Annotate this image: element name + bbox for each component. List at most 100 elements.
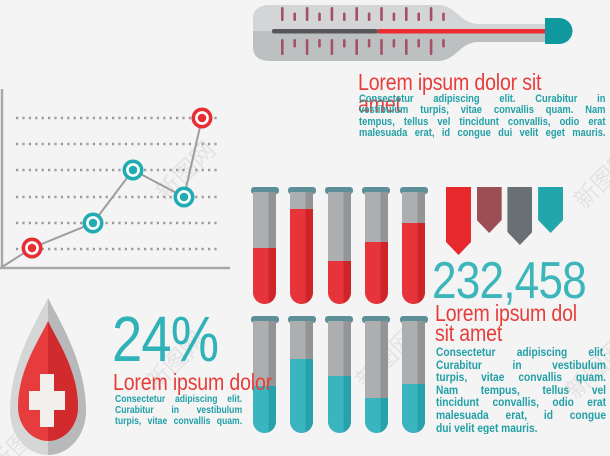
data-point [21,237,43,259]
thermometer-mercury-red [378,29,547,34]
tube-cap [399,316,428,323]
data-point-ring [86,216,100,230]
data-point [82,212,104,234]
scale-tick [281,7,284,21]
tube-liquid [364,398,388,433]
ribbon [538,187,563,233]
test-tube [287,187,316,305]
text-line: malesuada erat, id congue dui velit eget… [359,128,606,140]
text-line: Curabitur in vestibulum [115,405,243,416]
scale-tick [343,39,346,48]
stat-value-percent: 24% [112,303,219,375]
data-point-ring [25,241,39,255]
tube-glass [253,321,276,433]
section-title-top: Lorem ipsum dolor sit amet [358,69,542,117]
test-tube [399,316,428,434]
scale-tick [442,39,445,48]
tube-glass [364,192,388,304]
scale-tick [330,39,334,55]
tube-liquid [364,242,388,304]
stat-right-title: Lorem ipsum dol sit amet [435,300,577,346]
ribbon-markers [446,187,576,262]
text-line: tempus, tellus vel tincidunt convallis, … [359,116,606,128]
scale-tick [305,7,309,21]
drop-inner-right [48,321,78,441]
tube-cap [362,187,391,194]
tube-cap [399,187,428,194]
test-tube [250,187,279,305]
thermometer-body-top [253,5,549,31]
tube-glass [290,192,314,304]
tube-cap [287,316,316,323]
text-line: Consectetur adipiscing elit. Curabitur i… [359,94,606,105]
tube-liquid [327,375,351,433]
text-line: turpis, vitae convallis quam. [436,371,606,384]
test-tube [362,316,391,434]
scale-tick [343,12,346,21]
scale-tick [429,7,433,21]
scale-tick [380,7,383,21]
tube-glass [364,321,388,433]
blood-drop-icon [9,298,86,456]
tube-glass [327,192,351,304]
section-body-top: Consectetur adipiscing elit. Curabitur i… [359,94,606,140]
scale-tick [293,39,296,48]
scale-tick [330,7,334,21]
scale-tick [392,39,396,48]
text-line: Curabitur in vestibulum [436,358,606,372]
tube-cap [287,187,316,194]
tube-glass [402,321,426,433]
tube-liquid [290,208,314,304]
text-line: tincidunt convallis, odio erat [436,396,606,409]
test-tube [362,187,391,305]
thermometer-bulb [545,18,573,44]
scale-tick [293,12,296,21]
tube-cap [362,316,391,323]
thermometer-mercury-dark [272,29,378,34]
scale-tick [355,39,358,55]
ribbon [507,187,532,245]
tube-liquid [327,261,351,304]
data-point-ring [195,111,209,125]
text-line: Consectetur adipiscing elit. [436,346,606,359]
text-line: dui velit eget mauris. [436,421,538,435]
scale-tick [380,39,383,55]
test-tube-row-teal [250,316,433,441]
data-point [122,159,144,181]
scale-tick [305,39,309,55]
text-line: malesuada erat, id congue [436,408,606,422]
test-tube [325,316,354,434]
stat-left-body: Consectetur adipiscing elit. Curabitur in… [115,394,242,427]
tube-cap [325,316,354,323]
scale-tick [417,39,420,48]
scale-tick [405,7,408,21]
tube-cap [250,316,279,323]
text-line: turpis, vitae convallis quam. [115,416,243,427]
tube-cap [325,187,354,194]
scale-tick [318,39,321,48]
data-point-ring [126,163,140,177]
test-tube [250,316,279,434]
tube-cap [250,187,279,194]
scale-tick [417,12,420,21]
tube-glass [290,321,314,433]
stat-right-body: Consectetur adipiscing elit. Curabitur in… [436,346,606,434]
thermometer-scale-ticks [281,7,445,55]
ribbon [446,187,471,255]
data-point [173,186,195,208]
medical-cross-icon [29,374,65,427]
tube-glass [327,321,351,433]
scale-tick [367,12,371,21]
scale-tick [392,12,396,21]
tube-glass [402,192,426,304]
scale-tick [281,39,284,55]
tube-liquid [253,385,276,433]
text-line: Consectetur adipiscing elit. [115,394,243,405]
test-tube [399,187,428,305]
tube-liquid [253,248,276,304]
scale-tick [355,7,358,21]
test-tube [325,187,354,305]
data-point [191,107,213,129]
test-tube-row-red [250,187,433,312]
